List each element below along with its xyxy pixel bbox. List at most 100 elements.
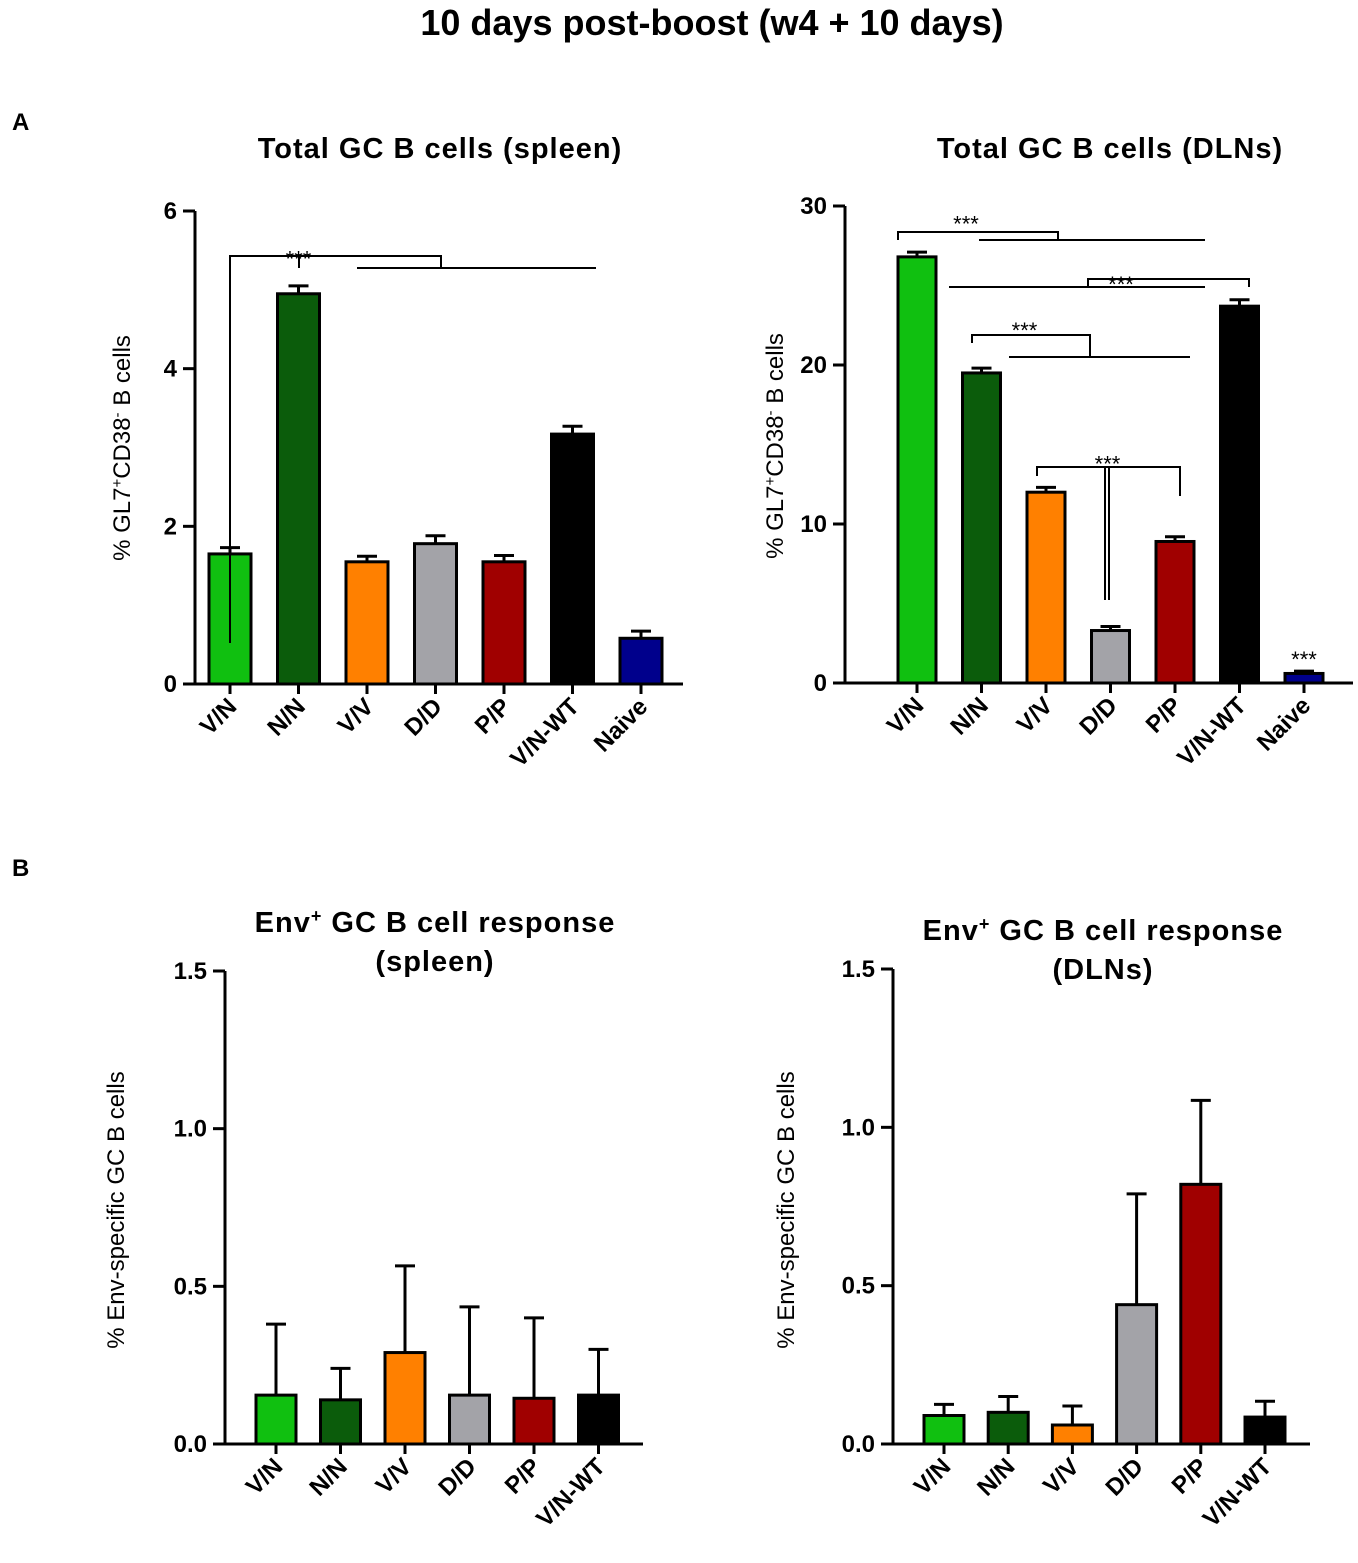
significance-bracket <box>897 231 1059 240</box>
x-tick-label-V/N-WT: V/N-WT <box>531 1453 611 1533</box>
chart-title: Env+ GC B cell response <box>255 906 616 939</box>
panel-b-label: B <box>12 855 29 882</box>
x-tick-label-V/V: V/V <box>1038 1453 1084 1499</box>
chart-title-env: Env <box>255 907 311 939</box>
bar-N/N <box>961 371 1002 685</box>
significance-label: *** <box>1012 318 1038 343</box>
y-tick-label: 30 <box>800 193 827 220</box>
bar-D/D <box>1090 629 1131 685</box>
y-tick-label: 0 <box>164 671 177 698</box>
x-tick-label-P/P: P/P <box>500 1453 546 1499</box>
chart-title-line2: (DLNs) <box>1052 954 1153 986</box>
y-tick-label: 10 <box>800 511 827 538</box>
bar-V/N <box>922 1414 966 1446</box>
x-tick-label-V/V: V/V <box>371 1453 417 1499</box>
x-tick-label-P/P: P/P <box>470 693 516 739</box>
x-tick-label-V/N: V/N <box>241 1453 288 1500</box>
x-tick-label-D/D: D/D <box>399 693 447 741</box>
bar-D/D <box>1115 1303 1159 1446</box>
chart-title: Env+ GC B cell response <box>923 914 1284 947</box>
x-tick-label-V/N-WT: V/N-WT <box>1172 692 1252 772</box>
y-axis-label: % Env-specific GC B cells <box>773 1071 800 1348</box>
y-tick-label: 0.5 <box>842 1273 875 1300</box>
bar-D/D <box>413 542 458 686</box>
x-tick-label-Naive: Naive <box>589 693 653 757</box>
bar-N/N <box>986 1410 1030 1446</box>
chart-title-line2: (spleen) <box>375 946 494 978</box>
bar-Naive <box>618 636 664 686</box>
bar-V/N-WT <box>1243 1415 1287 1446</box>
bar-D/D <box>448 1393 491 1446</box>
figure-title: 10 days post-boost (w4 + 10 days) <box>420 2 1003 43</box>
x-tick-label-V/N: V/N <box>882 692 929 739</box>
x-tick-label-D/D: D/D <box>1101 1453 1149 1501</box>
x-tick-label-N/N: N/N <box>945 692 993 740</box>
x-tick-label-V/N-WT: V/N-WT <box>505 693 585 773</box>
y-axis-label: % GL7+CD38- B cells <box>109 335 137 561</box>
bar-V/N-WT <box>577 1393 620 1446</box>
y-axis-label-part: CD38 <box>762 415 789 476</box>
chart-title-env: Env <box>923 915 979 947</box>
chart-title-superscript: + <box>311 906 323 926</box>
significance-label: *** <box>1108 272 1134 297</box>
y-tick-label: 20 <box>800 352 827 379</box>
significance-label: *** <box>1291 647 1317 672</box>
y-tick-label: 4 <box>164 356 178 383</box>
y-axis-label-superscript: - <box>762 410 779 415</box>
x-tick-label-N/N: N/N <box>262 693 310 741</box>
b-spleen-chart: Env+ GC B cell response (spleen) % Env-spe… <box>103 906 643 1533</box>
bar-P/P <box>1179 1182 1223 1446</box>
bar-P/P <box>1154 539 1196 685</box>
x-tick-label-Naive: Naive <box>1252 692 1316 756</box>
y-axis-label: % GL7+CD38- B cells <box>762 333 790 559</box>
y-axis-label-part: B cells <box>109 335 136 412</box>
x-tick-label-N/N: N/N <box>304 1453 352 1501</box>
bar-N/N <box>319 1398 362 1446</box>
x-tick-label-V/N: V/N <box>909 1453 956 1500</box>
chart-title: Total GC B cells (spleen) <box>258 133 622 165</box>
y-tick-label: 2 <box>164 513 177 540</box>
y-tick-label: 1.5 <box>842 956 875 983</box>
x-tick-label-V/V: V/V <box>333 693 379 739</box>
y-tick-label: 6 <box>164 198 177 225</box>
y-axis-label-part: % GL7 <box>109 488 136 561</box>
y-tick-label: 1.0 <box>174 1116 207 1143</box>
significance-label: *** <box>1095 452 1121 477</box>
y-tick-label: 1.0 <box>842 1114 875 1141</box>
bar-P/P <box>481 560 527 686</box>
chart-title-superscript: + <box>979 914 991 934</box>
x-tick-label-P/P: P/P <box>1167 1453 1213 1499</box>
significance-bracket <box>971 334 1091 357</box>
x-tick-label-V/N-WT: V/N-WT <box>1198 1453 1278 1533</box>
y-axis-label-part: % GL7 <box>762 486 789 559</box>
chart-title: Total GC B cells (DLNs) <box>937 133 1283 165</box>
bar-V/N-WT <box>550 432 595 686</box>
significance-bracket <box>298 255 442 268</box>
bar-V/N-WT <box>1219 304 1260 685</box>
y-axis-label-superscript: + <box>762 477 779 486</box>
y-axis-label-part: B cells <box>762 333 789 410</box>
bar-V/V <box>1025 490 1067 685</box>
significance-bracket <box>1087 278 1250 287</box>
y-axis-label: % Env-specific GC B cells <box>103 1071 130 1348</box>
bar-V/N <box>254 1393 298 1446</box>
chart-title-rest: GC B cell response <box>322 907 615 939</box>
x-tick-label-N/N: N/N <box>972 1453 1020 1501</box>
b-dln-chart: Env+ GC B cell response (DLNs) % Env-speci… <box>773 914 1310 1533</box>
bar-V/N <box>896 255 938 685</box>
bar-P/P <box>512 1396 556 1446</box>
chart-title-rest: GC B cell response <box>990 915 1283 947</box>
a-spleen-chart: Total GC B cells (spleen) % GL7+CD38- B c… <box>109 133 683 773</box>
y-tick-label: 0 <box>814 670 827 697</box>
y-tick-label: 0.0 <box>842 1431 875 1458</box>
bar-N/N <box>276 292 321 686</box>
significance-label: *** <box>286 246 312 271</box>
x-tick-label-D/D: D/D <box>1074 692 1122 740</box>
a-dln-chart: Total GC B cells (DLNs) % GL7+CD38- B cel… <box>762 133 1353 772</box>
x-tick-label-V/V: V/V <box>1012 692 1058 738</box>
x-tick-label-V/N: V/N <box>195 693 242 740</box>
bar-V/V <box>344 560 390 686</box>
y-tick-label: 1.5 <box>174 958 207 985</box>
y-axis-label-part: CD38 <box>109 417 136 478</box>
